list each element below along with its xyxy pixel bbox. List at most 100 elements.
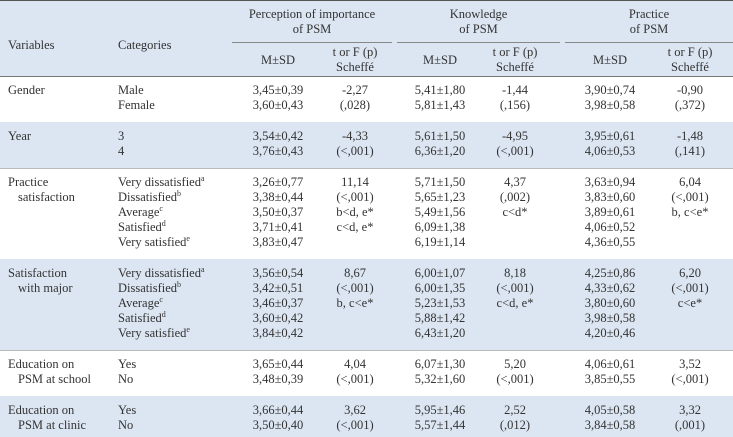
superscript: b [177,189,182,198]
mean-sd: 6,36±1,20 [414,144,466,158]
statistic: (,141) [674,144,706,158]
category: No [118,372,134,386]
superscript: d [161,219,166,228]
mean-sd: 5,23±1,53 [414,296,466,310]
statistic: 8,18 [504,266,526,280]
category: Very satisfiede [118,325,190,341]
variable: Year [8,129,32,143]
header-bg [0,0,733,76]
sub-header: Scheffé [671,60,709,74]
mean-sd: 3,89±0,61 [584,205,636,219]
statistic: b, c<e* [336,296,374,310]
statistic: (<,001) [336,418,374,432]
mean-sd: 4,20±0,46 [584,326,636,340]
category: Very satisfiede [118,234,190,250]
variable: with major [18,281,73,295]
sub-header: M±SD [593,53,627,67]
mean-sd: 5,71±1,50 [414,175,466,189]
mean-sd: 5,65±1,23 [414,190,466,204]
mean-sd: 4,33±0,62 [584,281,636,295]
statistic: (<,001) [496,144,534,158]
mean-sd: 3,42±0,51 [252,281,304,295]
rule [0,0,733,1]
category: Averagec [118,204,163,220]
statistic: c<d, e* [496,296,534,310]
variable: PSM at school [18,372,91,386]
variable: Education on [8,403,75,417]
mean-sd: 5,95±1,46 [414,403,466,417]
mean-sd: 3,83±0,47 [252,235,304,249]
statistic: c<d* [502,205,528,219]
statistic: (<,001) [336,144,374,158]
rule [0,168,733,169]
superscript: a [200,174,205,183]
mean-sd: 4,06±0,61 [584,357,636,371]
statistic: (,012) [499,418,531,432]
mean-sd: 3,66±0,44 [252,403,304,417]
category: No [118,418,134,432]
mean-sd: 3,84±0,42 [252,326,304,340]
group-title: of PSM [292,22,332,36]
statistic: -1,48 [676,129,704,143]
sub-header: t or F (p) [667,45,713,59]
category: Dissatisfiedb [118,189,182,205]
mean-sd: 3,60±0,42 [252,311,304,325]
statistic: 6,20 [679,266,701,280]
category: Satisfiedd [118,310,166,326]
category: Female [118,98,155,112]
rule [232,42,392,43]
rule [0,76,733,77]
superscript: d [161,310,166,319]
mean-sd: 3,84±0,58 [584,418,636,432]
rule [565,42,733,43]
rule [0,350,733,351]
category: Averagec [118,295,163,311]
sub-header: M±SD [261,53,295,67]
statistic: (<,001) [671,190,709,204]
superscript: c [159,204,163,213]
variable: Gender [8,83,45,97]
category: Yes [118,403,137,417]
category: Male [118,83,144,97]
category: Satisfiedd [118,219,166,235]
statistic: (<,001) [336,281,374,295]
mean-sd: 3,26±0,77 [252,175,304,189]
statistic: 3,62 [344,403,366,417]
mean-sd: 3,48±0,39 [252,372,304,386]
category: Dissatisfiedb [118,280,182,296]
group-title: Practice [628,7,670,21]
mean-sd: 3,56±0,54 [252,266,304,280]
statistic: 2,52 [504,403,526,417]
superscript: e [186,234,190,243]
mean-sd: 4,25±0,86 [584,266,636,280]
mean-sd: 4,06±0,52 [584,220,636,234]
variable: Education on [8,357,75,371]
statistic: -2,27 [341,83,369,97]
mean-sd: 3,46±0,37 [252,296,304,310]
mean-sd: 5,81±1,43 [414,98,466,112]
row-bg [0,122,733,168]
variable: satisfaction [18,190,75,204]
row-bg [0,259,733,350]
statistic: (,028) [339,98,371,112]
mean-sd: 3,65±0,44 [252,357,304,371]
mean-sd: 3,50±0,40 [252,418,304,432]
mean-sd: 6,19±1,14 [414,235,466,249]
sub-header: t or F (p) [332,45,378,59]
header-cell: Categories [118,38,172,52]
row-bg [0,396,733,437]
header-cell: Variables [8,38,55,52]
statistic: 5,20 [504,357,526,371]
variable: PSM at clinic [18,418,87,432]
statistic: -0,90 [676,83,704,97]
statistic: (<,001) [336,372,374,386]
statistic: (<,001) [496,372,534,386]
mean-sd: 3,83±0,60 [584,190,636,204]
sub-header: Scheffé [336,60,374,74]
category: Very dissatisfieda [118,265,205,281]
mean-sd: 5,57±1,44 [414,418,466,432]
mean-sd: 5,32±1,60 [414,372,466,386]
mean-sd: 3,85±0,55 [584,372,636,386]
mean-sd: 5,49±1,56 [414,205,466,219]
